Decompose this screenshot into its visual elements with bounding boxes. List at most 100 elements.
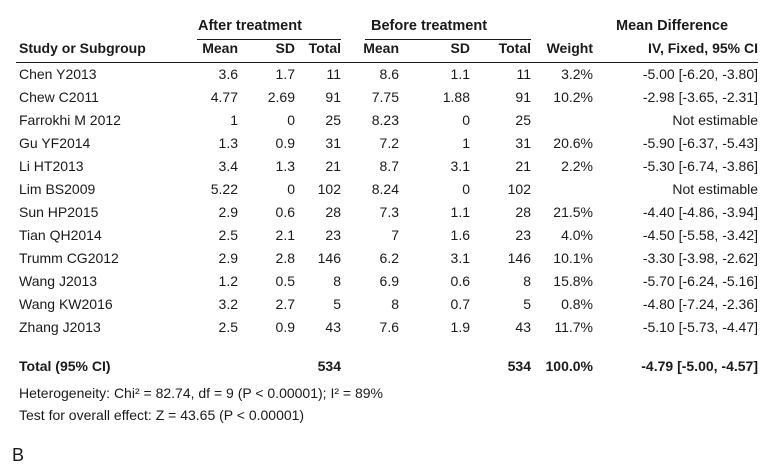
cell-total2: 31 [515,135,531,151]
cell-ci: Not estimable [672,112,758,128]
cell-mean2: 7.75 [371,89,399,105]
header-total-before: Total [498,40,531,56]
cell-weight: 2.2% [561,158,593,174]
cell-total2: 28 [515,204,531,220]
cell-weight: 11.7% [554,319,593,335]
total-label: Total (95% CI) [19,358,111,374]
cell-mean1: 2.9 [218,250,238,266]
cell-ci: -3.30 [-3.98, -2.62] [642,250,758,266]
cell-sd2: 1 [462,135,470,151]
cell-total1: 25 [325,112,341,128]
table-row: Tian QH2014 2.5 2.1 23 7 1.6 23 4.0% -4.50 [-5.5… [0,227,765,249]
cell-mean2: 8.7 [379,158,399,174]
header-sd-after: SD [275,40,295,56]
total-n-before: 534 [507,358,531,374]
cell-sd1: 0.9 [275,319,295,335]
cell-mean2: 8.6 [379,66,399,82]
cell-weight: 4.0% [561,227,593,243]
cell-mean2: 7.2 [379,135,399,151]
cell-ci: -2.98 [-3.65, -2.31] [642,89,758,105]
cell-weight: 15.8% [553,273,593,289]
cell-total1: 11 [326,66,341,82]
header-ci: IV, Fixed, 95% CI [648,40,758,56]
cell-total2: 25 [515,112,531,128]
cell-total2: 43 [515,319,531,335]
table-row: Chen Y2013 3.6 1.7 11 8.6 1.1 11 3.2% -5.00 [-6.… [0,66,765,88]
cell-study: Wang J2013 [19,273,98,289]
group-rule-before [365,39,531,40]
cell-total1: 5 [333,296,341,312]
cell-study: Lim BS2009 [19,181,96,197]
group-header-before: Before treatment [371,18,488,34]
cell-mean1: 2.5 [218,227,238,243]
cell-study: Tian QH2014 [19,227,102,243]
cell-study: Sun HP2015 [19,204,99,220]
cell-sd2: 1.1 [450,66,470,82]
cell-mean2: 6.2 [379,250,399,266]
cell-sd1: 0 [287,181,295,197]
total-ci: -4.79 [-5.00, -4.57] [641,358,758,374]
cell-mean1: 3.4 [218,158,238,174]
cell-study: Chen Y2013 [19,66,97,82]
cell-sd1: 2.1 [275,227,295,243]
header-rule [16,62,758,63]
group-rule-after [197,39,341,40]
table-row: Lim BS2009 5.22 0 102 8.24 0 102 Not estimable [0,181,765,203]
cell-mean1: 3.6 [218,66,238,82]
cell-ci: -5.30 [-6.74, -3.86] [642,158,758,174]
cell-sd1: 0 [287,112,295,128]
cell-ci: -5.70 [-6.24, -5.16] [642,273,758,289]
cell-mean2: 7 [391,227,399,243]
cell-sd1: 0.9 [275,135,295,151]
cell-total2: 102 [507,181,531,197]
cell-total1: 43 [325,319,341,335]
cell-total1: 102 [317,181,341,197]
cell-ci: -4.40 [-4.86, -3.94] [642,204,758,220]
cell-mean1: 2.5 [218,319,238,335]
cell-ci: -5.10 [-5.73, -4.47] [642,319,758,335]
cell-ci: Not estimable [672,181,758,197]
cell-total2: 21 [515,158,531,174]
cell-mean2: 7.3 [379,204,399,220]
cell-study: Farrokhi M 2012 [19,112,121,128]
header-sd-before: SD [450,40,470,56]
cell-sd1: 2.8 [275,250,295,266]
cell-study: Wang KW2016 [19,296,113,312]
cell-sd1: 2.7 [275,296,295,312]
cell-study: Li HT2013 [19,158,84,174]
cell-sd2: 1.9 [450,319,470,335]
cell-mean2: 7.6 [379,319,399,335]
header-mean-after: Mean [202,40,238,56]
cell-weight: 10.2% [553,89,593,105]
total-weight: 100.0% [545,358,593,374]
cell-weight: 10.1% [553,250,593,266]
cell-mean2: 6.9 [379,273,399,289]
heterogeneity-note: Heterogeneity: Chi² = 82.74, df = 9 (P <… [19,385,383,401]
table-row: Farrokhi M 2012 1 0 25 8.23 0 25 Not estimable [0,112,765,134]
cell-study: Trumm CG2012 [19,250,119,266]
cell-sd2: 3.1 [450,158,470,174]
table-row: Trumm CG2012 2.9 2.8 146 6.2 3.1 146 10.1% -3.30… [0,250,765,272]
table-row: Sun HP2015 2.9 0.6 28 7.3 1.1 28 21.5% -4.40 [-4… [0,204,765,226]
table-row: Gu YF2014 1.3 0.9 31 7.2 1 31 20.6% -5.90 [-6.37… [0,135,765,157]
cell-total1: 8 [333,273,341,289]
cell-total2: 23 [515,227,531,243]
panel-label: B [12,445,25,465]
cell-sd1: 1.7 [275,66,295,82]
table-row: Li HT2013 3.4 1.3 21 8.7 3.1 21 2.2% -5.30 [-6.7… [0,158,765,180]
column-header-row: Study or Subgroup Mean SD Total Mean SD … [0,40,765,60]
total-n-after: 534 [317,358,341,374]
header-weight: Weight [546,40,593,56]
cell-weight: 20.6% [553,135,593,151]
cell-total1: 146 [317,250,341,266]
cell-mean1: 2.9 [218,204,238,220]
cell-ci: -5.90 [-6.37, -5.43] [642,135,758,151]
header-mean-before: Mean [363,40,399,56]
table-row: Wang J2013 1.2 0.5 8 6.9 0.6 8 15.8% -5.70 [-6.2… [0,273,765,295]
cell-total1: 31 [325,135,341,151]
total-row: Total (95% CI) 534 534 100.0% -4.79 [-5.… [0,358,765,380]
cell-mean1: 1.3 [218,135,238,151]
cell-ci: -5.00 [-6.20, -3.80] [642,66,758,82]
cell-sd1: 0.5 [275,273,295,289]
